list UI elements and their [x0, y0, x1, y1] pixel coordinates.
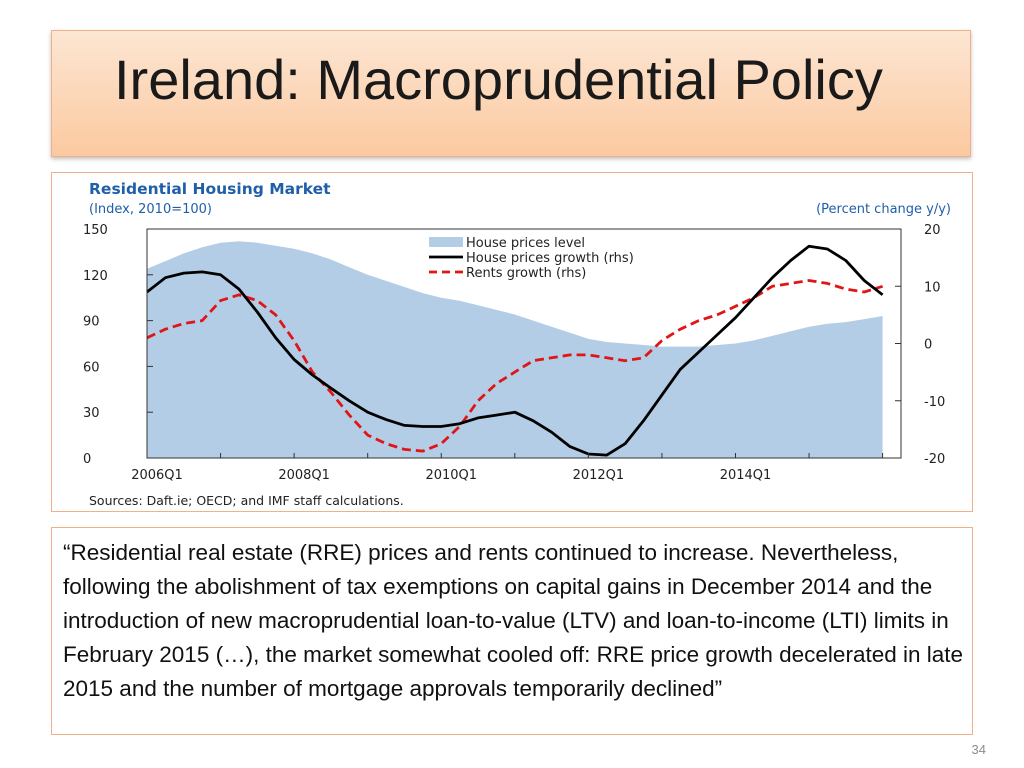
left-axis-tick-label: 30 — [83, 406, 100, 421]
legend: House prices level House prices growth (… — [429, 236, 634, 281]
right-axis-tick-label: 10 — [924, 280, 941, 295]
right-axis-tick-label: 0 — [924, 338, 932, 353]
housing-chart: Residential Housing Market (Index, 2010=… — [83, 180, 951, 508]
left-axis-tick-label: 120 — [83, 269, 108, 284]
x-axis-tick-label: 2014Q1 — [720, 468, 772, 483]
chart-title: Residential Housing Market — [89, 180, 331, 198]
slide-title: Ireland: Macroprudential Policy — [114, 48, 883, 111]
left-axis: 0 30 60 90 120 150 — [83, 223, 153, 467]
right-axis-unit-label: (Percent change y/y) — [816, 202, 951, 217]
left-axis-tick-label: 90 — [83, 315, 100, 330]
chart-frame: Residential Housing Market (Index, 2010=… — [51, 172, 973, 512]
series-line-rents-growth — [146, 279, 884, 453]
series-line-house-prices-growth — [146, 244, 884, 457]
quote-text: “Residential real estate (RRE) prices an… — [63, 540, 964, 701]
legend-label-area: House prices level — [466, 236, 585, 251]
legend-label-solid: House prices growth (rhs) — [466, 251, 634, 266]
right-axis-tick-label: 20 — [924, 223, 941, 238]
x-axis-tick-label: 2012Q1 — [573, 468, 625, 483]
series-area-house-prices-level — [147, 241, 883, 458]
quote-box: “Residential real estate (RRE) prices an… — [51, 527, 973, 735]
left-axis-tick-label: 0 — [83, 452, 91, 467]
left-axis-tick-label: 150 — [83, 223, 108, 238]
plot-area — [146, 241, 884, 458]
x-axis: 2006Q1 2008Q1 2010Q1 2012Q1 2014Q1 — [131, 453, 884, 483]
right-axis-tick-label: -20 — [924, 452, 945, 467]
legend-swatch-area — [429, 237, 463, 247]
title-banner: Ireland: Macroprudential Policy — [51, 30, 971, 157]
right-axis-tick-label: -10 — [924, 395, 945, 410]
legend-label-dashed: Rents growth (rhs) — [466, 266, 586, 281]
left-axis-unit-label: (Index, 2010=100) — [89, 202, 212, 217]
right-axis: -20 -10 0 10 20 — [895, 223, 945, 467]
slide-number: 34 — [971, 742, 986, 757]
x-axis-tick-label: 2010Q1 — [425, 468, 477, 483]
chart-source: Sources: Daft.ie; OECD; and IMF staff ca… — [89, 493, 404, 508]
x-axis-tick-label: 2006Q1 — [131, 468, 183, 483]
left-axis-tick-label: 60 — [83, 360, 100, 375]
x-axis-tick-label: 2008Q1 — [278, 468, 330, 483]
